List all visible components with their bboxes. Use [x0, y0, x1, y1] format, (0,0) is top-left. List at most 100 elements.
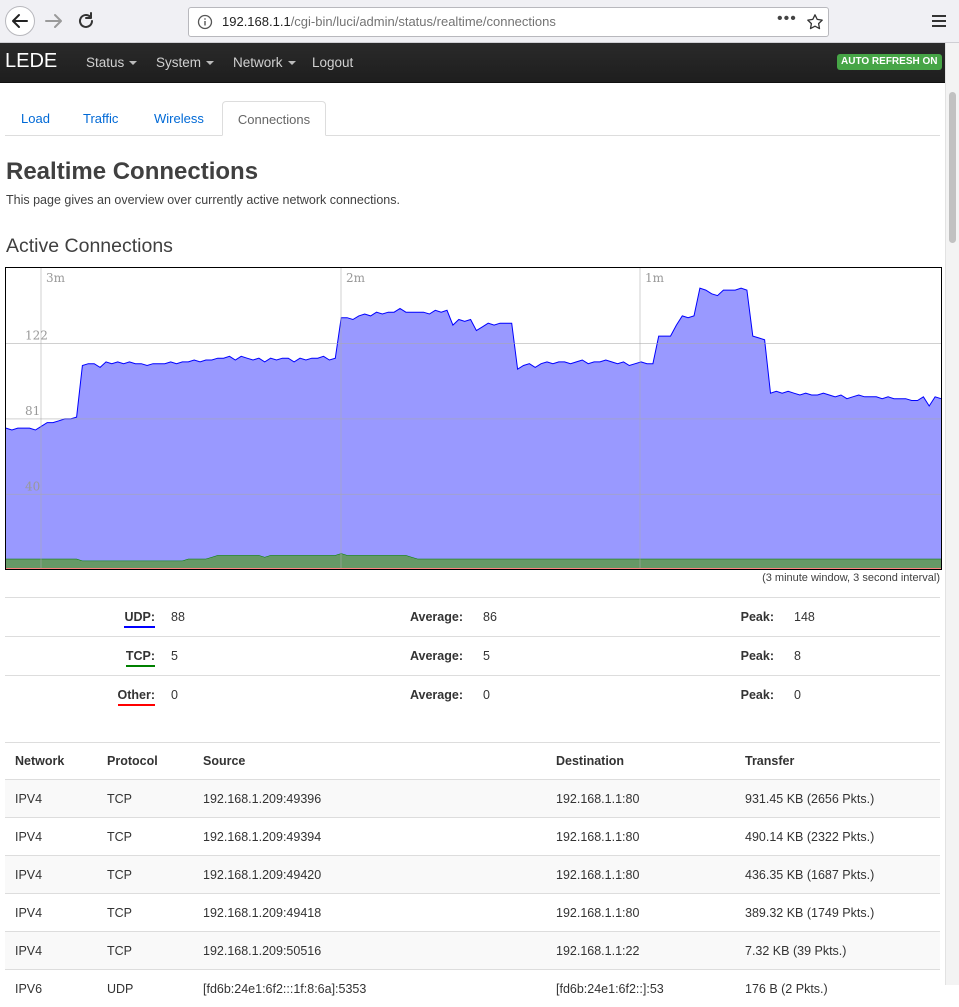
cell-network: IPV4: [5, 932, 97, 970]
page-description: This page gives an overview over current…: [6, 193, 400, 207]
legend-row-other: Other: 0 Average: 0 Peak: 0: [5, 675, 940, 714]
cell-destination: 192.168.1.1:22: [546, 932, 735, 970]
graph-window-note: (3 minute window, 3 second interval): [600, 572, 940, 584]
caret-down-icon: [129, 61, 137, 65]
nav-system-menu[interactable]: System: [156, 55, 214, 70]
browser-toolbar: 192.168.1.1/cgi-bin/luci/admin/status/re…: [0, 0, 959, 43]
legend-other-peak: 0: [794, 688, 801, 702]
top-navbar: LEDE Status System Network Logout AUTO R…: [0, 43, 945, 83]
cell-transfer: 176 B (2 Pkts.): [735, 970, 940, 1007]
realtime-tabs: Load Traffic Wireless Connections: [5, 101, 940, 136]
cell-network: IPV6: [5, 970, 97, 1007]
cell-protocol: UDP: [97, 970, 193, 1007]
nav-network-label: Network: [233, 55, 283, 70]
cell-transfer: 436.35 KB (1687 Pkts.): [735, 856, 940, 894]
section-title: Active Connections: [6, 235, 173, 258]
legend-udp-average-label: Average:: [410, 610, 463, 624]
y-tick-label: 122: [25, 328, 48, 342]
legend-other-current: 0: [171, 688, 178, 702]
legend-tcp-current: 5: [171, 649, 178, 663]
column-header-transfer: Transfer: [735, 743, 940, 780]
cell-transfer: 7.32 KB (39 Pkts.): [735, 932, 940, 970]
url-path: /cgi-bin/luci/admin/status/realtime/conn…: [291, 14, 556, 29]
tab-wireless[interactable]: Wireless: [154, 101, 204, 136]
tab-traffic[interactable]: Traffic: [83, 101, 118, 136]
legend-row-udp: UDP: 88 Average: 86 Peak: 148: [5, 597, 940, 636]
tab-connections[interactable]: Connections: [222, 101, 326, 136]
bookmark-star-icon[interactable]: [806, 13, 824, 36]
cell-protocol: TCP: [97, 894, 193, 932]
connections-legend: UDP: 88 Average: 86 Peak: 148 TCP: 5 Ave…: [5, 597, 940, 714]
legend-row-tcp: TCP: 5 Average: 5 Peak: 8: [5, 636, 940, 675]
page-actions-icon[interactable]: •••: [777, 10, 797, 28]
legend-udp-current: 88: [171, 610, 185, 624]
legend-udp-peak-label: Peak:: [741, 610, 774, 624]
brand-logo[interactable]: LEDE: [5, 50, 57, 73]
x-tick-label: 3m: [46, 271, 66, 285]
cell-protocol: TCP: [97, 856, 193, 894]
back-button[interactable]: [5, 6, 35, 36]
cell-source: 192.168.1.209:49420: [193, 856, 546, 894]
cell-destination: 192.168.1.1:80: [546, 818, 735, 856]
column-header-destination: Destination: [546, 743, 735, 780]
tab-load[interactable]: Load: [21, 101, 50, 136]
cell-protocol: TCP: [97, 932, 193, 970]
cell-transfer: 931.45 KB (2656 Pkts.): [735, 780, 940, 818]
legend-udp-label: UDP:: [124, 610, 155, 628]
legend-tcp-label: TCP:: [126, 649, 155, 667]
cell-destination: 192.168.1.1:80: [546, 894, 735, 932]
cell-network: IPV4: [5, 856, 97, 894]
caret-down-icon: [206, 61, 214, 65]
reload-icon: [72, 7, 100, 35]
legend-tcp-peak: 8: [794, 649, 801, 663]
legend-other-average-label: Average:: [410, 688, 463, 702]
cell-network: IPV4: [5, 818, 97, 856]
scrollbar-thumb[interactable]: [949, 92, 956, 243]
cell-network: IPV4: [5, 894, 97, 932]
forward-button[interactable]: [40, 7, 68, 35]
legend-tcp-average-label: Average:: [410, 649, 463, 663]
y-tick-label: 81: [25, 404, 40, 418]
reload-button[interactable]: [72, 7, 100, 35]
cell-source: 192.168.1.209:49396: [193, 780, 546, 818]
url-bar[interactable]: 192.168.1.1/cgi-bin/luci/admin/status/re…: [188, 7, 829, 37]
url-text[interactable]: 192.168.1.1/cgi-bin/luci/admin/status/re…: [222, 14, 556, 29]
hamburger-menu-icon: [931, 13, 947, 29]
cell-network: IPV4: [5, 780, 97, 818]
page-scrollbar[interactable]: [945, 43, 959, 985]
cell-source: 192.168.1.209:49418: [193, 894, 546, 932]
cell-source: [fd6b:24e1:6f2:::1f:8:6a]:5353: [193, 970, 546, 1007]
y-tick-label: 40: [25, 479, 40, 493]
cell-transfer: 490.14 KB (2322 Pkts.): [735, 818, 940, 856]
connections-table: Network Protocol Source Destination Tran…: [5, 742, 940, 1007]
forward-arrow-icon: [40, 7, 68, 35]
info-icon[interactable]: [197, 14, 213, 35]
nav-status-menu[interactable]: Status: [86, 55, 137, 70]
legend-tcp-average: 5: [483, 649, 490, 663]
cell-transfer: 389.32 KB (1749 Pkts.): [735, 894, 940, 932]
caret-down-icon: [288, 61, 296, 65]
cell-protocol: TCP: [97, 780, 193, 818]
nav-network-menu[interactable]: Network: [233, 55, 296, 70]
cell-protocol: TCP: [97, 818, 193, 856]
auto-refresh-badge[interactable]: AUTO REFRESH ON: [837, 54, 942, 70]
nav-logout-link[interactable]: Logout: [312, 55, 353, 70]
legend-udp-peak: 148: [794, 610, 815, 624]
nav-system-label: System: [156, 55, 201, 70]
back-arrow-icon: [6, 7, 34, 35]
browser-menu-button[interactable]: [925, 9, 953, 35]
x-tick-label: 2m: [346, 271, 366, 285]
column-header-protocol: Protocol: [97, 743, 193, 780]
legend-other-label: Other:: [118, 688, 156, 706]
legend-other-average: 0: [483, 688, 490, 702]
cell-source: 192.168.1.209:50516: [193, 932, 546, 970]
page-title: Realtime Connections: [6, 158, 258, 186]
